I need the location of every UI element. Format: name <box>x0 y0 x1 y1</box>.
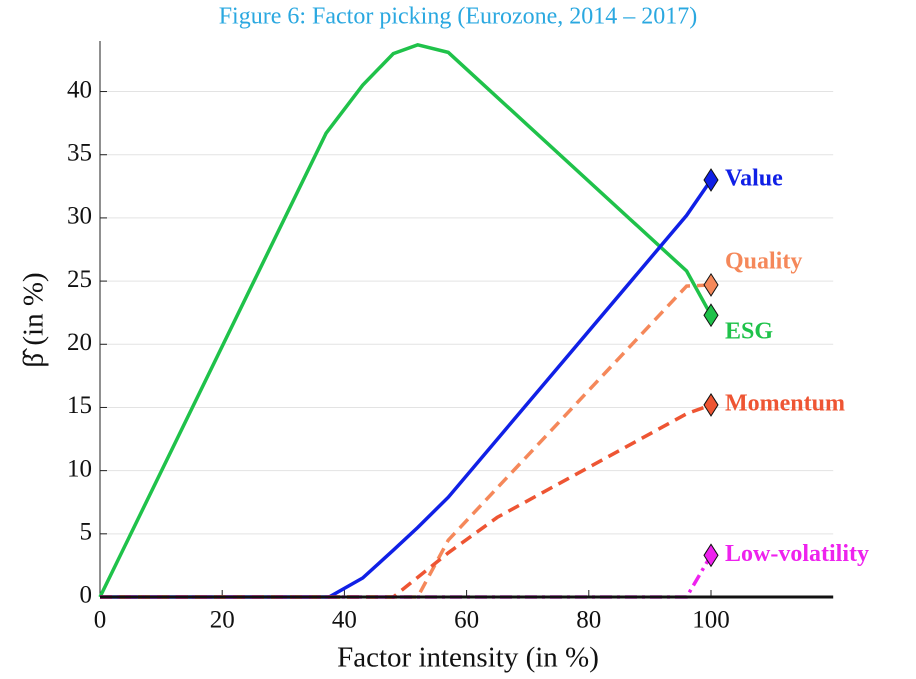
x-tick-label: 20 <box>210 607 235 634</box>
x-tick-label: 60 <box>454 607 479 634</box>
y-tick-label: 30 <box>67 203 92 230</box>
series-line <box>100 403 712 599</box>
y-tick-label: 10 <box>67 455 92 482</box>
legend-label: Momentum <box>725 390 845 416</box>
end-marker <box>703 543 719 568</box>
y-tick-label: 20 <box>67 329 92 356</box>
x-tick-label: 0 <box>94 607 107 634</box>
y-tick-label: 15 <box>67 392 92 419</box>
end-marker <box>703 168 719 192</box>
x-tick-label: 40 <box>332 607 357 634</box>
chart-title: Figure 6: Factor picking (Eurozone, 2014… <box>219 4 698 30</box>
y-tick-label: 25 <box>67 266 92 293</box>
series-line <box>98 42 713 598</box>
legend-label: Low-volatility <box>725 541 869 567</box>
x-tick-label: 100 <box>692 607 730 634</box>
y-axis-label: β̂ (in %) <box>18 272 50 367</box>
legend-label: ESG <box>725 319 773 345</box>
legend-label: Quality <box>725 248 802 274</box>
y-tick-label: 35 <box>67 139 92 166</box>
x-axis-label: Factor intensity (in %) <box>337 642 599 674</box>
x-tick-label: 80 <box>576 607 601 634</box>
y-tick-label: 5 <box>80 519 93 546</box>
series-line <box>100 283 712 599</box>
end-marker <box>703 392 719 417</box>
end-marker <box>703 272 719 297</box>
series-line <box>100 554 713 599</box>
end-marker <box>703 303 719 328</box>
y-tick-label: 40 <box>67 76 92 103</box>
legend-label: Value <box>725 166 783 192</box>
y-tick-label: 0 <box>80 582 93 609</box>
series-line <box>100 179 713 599</box>
